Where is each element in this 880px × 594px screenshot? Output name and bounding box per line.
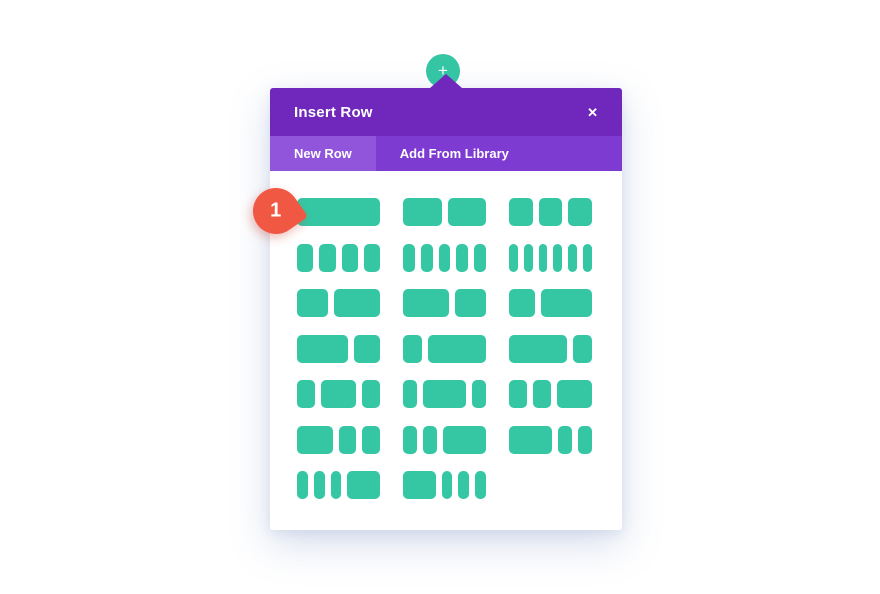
column-block: [403, 471, 436, 499]
column-block: [354, 334, 380, 363]
row-layout-fifths-x5[interactable]: [403, 243, 486, 272]
column-block: [509, 243, 518, 272]
tab-new-row[interactable]: New Row: [270, 136, 376, 171]
row-layout-fifth-fifth-three-fifths[interactable]: [403, 425, 486, 454]
row-layout-three-fifths-two-fifths[interactable]: [403, 289, 486, 317]
column-block: [523, 243, 533, 272]
column-block: [297, 425, 333, 454]
column-block: [568, 198, 593, 226]
row-layout-one-fourth-three-fourths[interactable]: [403, 334, 486, 363]
close-icon[interactable]: ✕: [587, 104, 598, 120]
column-block: [297, 289, 328, 317]
row-layout-two-fifths-three-fifths[interactable]: [297, 289, 380, 317]
column-block: [540, 289, 592, 317]
insert-row-modal: Insert Row ✕ New Row Add From Library: [270, 74, 622, 530]
column-block: [297, 198, 380, 226]
column-block: [362, 380, 380, 408]
column-block: [403, 425, 418, 454]
plus-icon: +: [438, 60, 448, 80]
column-block: [347, 471, 380, 499]
row-layout-quarter-half-quarter[interactable]: [297, 380, 380, 408]
row-layout-quarter-quarter-half[interactable]: [509, 380, 592, 408]
column-block: [297, 380, 315, 408]
column-block: [403, 289, 450, 317]
row-layout-fifth-three-fifths-fifth[interactable]: [403, 380, 486, 408]
column-block: [532, 380, 551, 408]
row-layout-half-quarter-quarter[interactable]: [297, 425, 380, 454]
step-marker-label: 1: [270, 200, 282, 222]
column-block: [403, 198, 442, 226]
column-block: [297, 243, 314, 272]
column-block: [474, 243, 486, 272]
column-block: [403, 334, 423, 363]
modal-title: Insert Row: [294, 103, 373, 121]
column-block: [556, 380, 592, 408]
column-block: [297, 334, 349, 363]
column-block: [320, 380, 357, 408]
column-block: [509, 380, 527, 408]
row-layout-half-sixth-sixth-sixth[interactable]: [403, 471, 486, 499]
column-block: [403, 243, 415, 272]
modal-header: Insert Row ✕: [270, 88, 622, 136]
column-block: [538, 243, 548, 272]
column-block: [313, 471, 325, 499]
column-block: [438, 243, 451, 272]
column-block: [538, 198, 563, 226]
column-block: [338, 425, 357, 454]
row-layout-sixths-x6[interactable]: [509, 243, 592, 272]
column-block: [509, 289, 535, 317]
column-block: [475, 471, 486, 499]
column-block: [297, 471, 308, 499]
column-block: [509, 334, 567, 363]
column-block: [441, 471, 453, 499]
row-layout-sixth-sixth-sixth-half[interactable]: [297, 471, 380, 499]
row-layout-one-third-two-thirds[interactable]: [509, 289, 592, 317]
row-layout-three-fourths-one-fourth[interactable]: [509, 334, 592, 363]
column-block: [577, 425, 592, 454]
modal-arrow-up: [430, 74, 462, 88]
column-block: [456, 243, 469, 272]
column-block: [447, 198, 486, 226]
column-block: [363, 243, 380, 272]
row-layout-full-width[interactable]: [297, 198, 380, 226]
column-block: [423, 425, 438, 454]
column-block: [458, 471, 470, 499]
row-layout-half-half[interactable]: [403, 198, 486, 226]
column-block: [333, 289, 380, 317]
column-block: [553, 243, 563, 272]
row-layout-grid: [270, 171, 622, 499]
row-layout-thirds-x3[interactable]: [509, 198, 593, 226]
column-block: [403, 380, 418, 408]
column-block: [330, 471, 342, 499]
column-block: [583, 243, 592, 272]
column-block: [509, 198, 533, 226]
column-block: [423, 380, 466, 408]
column-block: [341, 243, 358, 272]
row-layout-three-fifths-fifth-fifth[interactable]: [509, 425, 592, 454]
column-block: [568, 243, 578, 272]
row-layout-two-thirds-one-third[interactable]: [297, 334, 380, 363]
row-layout-quarters-x4[interactable]: [297, 243, 380, 272]
column-block: [420, 243, 433, 272]
column-block: [428, 334, 486, 363]
column-block: [509, 425, 552, 454]
column-block: [455, 289, 486, 317]
column-block: [572, 334, 592, 363]
modal-tabbar: New Row Add From Library: [270, 136, 622, 171]
column-block: [557, 425, 572, 454]
column-block: [362, 425, 380, 454]
tab-add-from-library[interactable]: Add From Library: [399, 146, 509, 161]
column-block: [443, 425, 486, 454]
column-block: [319, 243, 336, 272]
column-block: [471, 380, 486, 408]
